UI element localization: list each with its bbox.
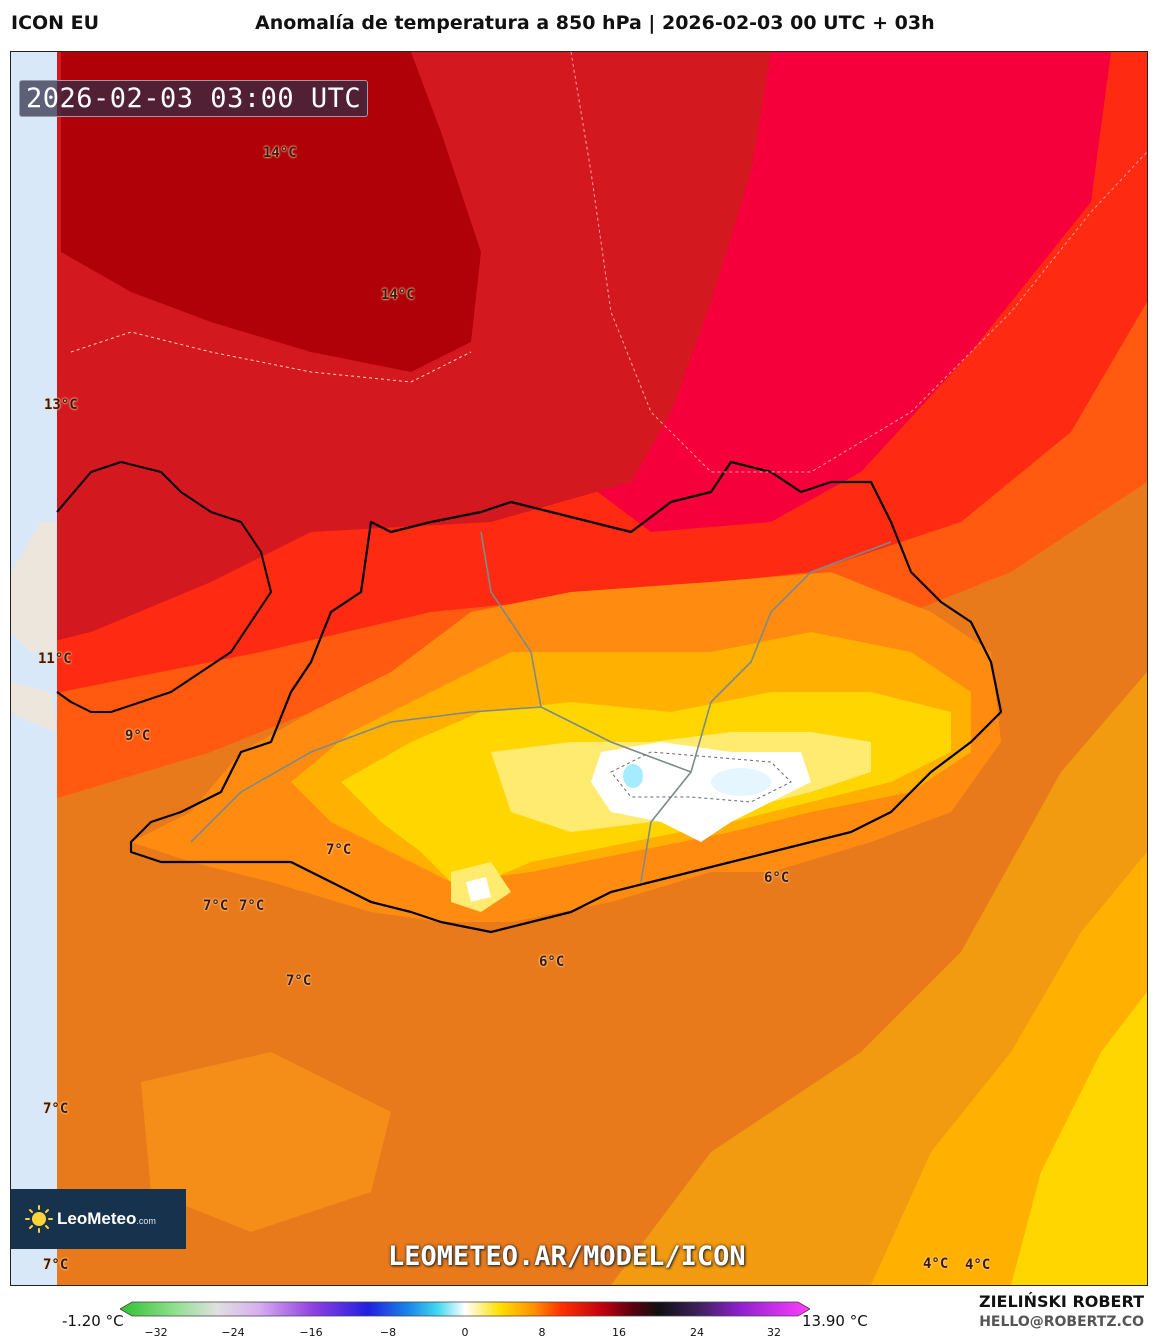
sun-icon (25, 1205, 53, 1233)
logo-wordmark: LeoMeteo (57, 1209, 137, 1228)
colorbar-tick: −16 (299, 1326, 323, 1339)
iceland-coastline (129, 460, 1003, 934)
temp-label: 6°C (764, 870, 790, 886)
temp-label: 7°C (286, 973, 312, 989)
temp-label: 13°C (44, 397, 78, 413)
temp-label: 14°C (263, 145, 297, 161)
temp-label: 9°C (125, 728, 151, 744)
chart-title: Anomalía de temperatura a 850 hPa | 2026… (255, 12, 935, 34)
model-name: ICON EU (11, 12, 100, 34)
temp-label: 11°C (38, 651, 72, 667)
temp-label: 4°C (923, 1256, 949, 1272)
colorbar-tick: −24 (221, 1326, 245, 1339)
colorbar-max-label: 13.90 °C (802, 1312, 868, 1330)
author-name: ZIELIŃSKI ROBERT (978, 1292, 1144, 1311)
logo-suffix: .com (136, 1216, 156, 1226)
map-panel[interactable]: 2026-02-03 03:00 UTC 14°C 14°C 13°C 11°C… (10, 51, 1148, 1286)
temp-label: 7°C (326, 842, 352, 858)
temp-label: 6°C (539, 954, 565, 970)
leometeo-logo[interactable]: LeoMeteo.com (11, 1189, 186, 1249)
colorbar-tick: −8 (379, 1326, 397, 1339)
model-url[interactable]: LEOMETEO.AR/MODEL/ICON (388, 1241, 746, 1272)
temp-label: 7°C (203, 898, 229, 914)
temp-label: 14°C (381, 287, 415, 303)
author-email[interactable]: HELLO@ROBERTZ.CO (979, 1314, 1144, 1330)
colorbar-tick: 32 (767, 1326, 781, 1339)
temp-label: 7°C (43, 1101, 69, 1117)
colorbar-tick: 8 (538, 1326, 546, 1339)
colorbar-tick: −32 (144, 1326, 168, 1339)
temperature-anomaly-map (11, 52, 1147, 1285)
colorbar-tick: 24 (690, 1326, 704, 1339)
colorbar (120, 1301, 810, 1317)
temp-label: 7°C (239, 898, 265, 914)
valid-time-badge: 2026-02-03 03:00 UTC (19, 80, 369, 117)
logo-text: LeoMeteo.com (57, 1209, 156, 1229)
colorbar-tick: 0 (461, 1326, 469, 1339)
colorbar-min-label: -1.20 °C (62, 1312, 124, 1330)
colorbar-tick: 16 (612, 1326, 626, 1339)
colorbar-ticks: −32 −24 −16 −8 0 8 16 24 32 (0, 1326, 1155, 1340)
temp-label: 7°C (43, 1257, 69, 1273)
temp-label: 4°C (965, 1257, 991, 1273)
